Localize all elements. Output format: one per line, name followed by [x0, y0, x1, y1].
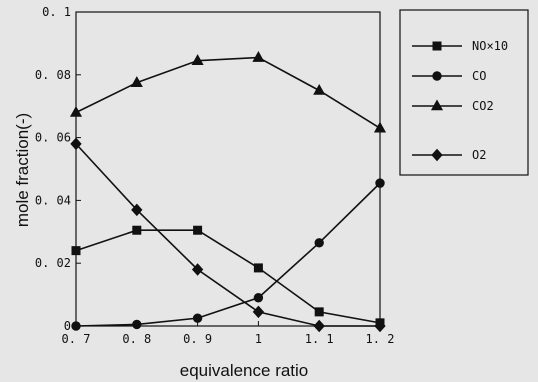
x-tick-label: 1. 2 [366, 332, 395, 346]
legend-item-o2: O2 [412, 148, 486, 162]
series-line-no-10 [75, 229, 381, 324]
data-point-no-10 [253, 263, 263, 273]
legend-item-co2: CO2 [412, 99, 494, 113]
data-point-o2 [252, 305, 265, 319]
legend-marker-co2 [430, 99, 444, 111]
x-axis-label: equivalence ratio [180, 361, 309, 380]
data-point-co2 [191, 54, 204, 65]
data-point-co [375, 178, 385, 188]
x-axis-ticks: 0. 7 0. 8 0. 9 1 1. 1 1. 2 [62, 321, 395, 346]
data-point-co [192, 313, 203, 323]
y-tick-label: 0. 02 [35, 256, 71, 270]
data-point-no-10 [193, 225, 203, 235]
data-point-o2 [70, 137, 82, 151]
data-point-co2 [130, 76, 143, 87]
legend: NO×10 CO CO2 O2 [399, 9, 529, 176]
y-tick-label: 0 [64, 319, 71, 333]
legend-label: CO [472, 69, 486, 83]
data-point-co2 [313, 83, 326, 95]
y-tick-label: 0. 06 [35, 131, 71, 145]
series-line-co [75, 182, 381, 327]
y-axis-label: mole fraction(-) [13, 113, 32, 227]
series-line-o2 [75, 143, 380, 327]
y-axis-ticks: 0 0. 02 0. 04 0. 06 0. 08 0. 1 [35, 5, 81, 333]
data-point-co2 [69, 105, 83, 117]
data-point-co2 [252, 51, 265, 62]
data-point-o2 [313, 319, 325, 333]
plot-area: 0. 7 0. 8 0. 9 1 1. 1 1. 2 0 0. 02 0. 04 0. 06 0.… [35, 5, 395, 346]
data-point-o2 [131, 203, 143, 217]
x-tick-label: 1. 1 [305, 332, 334, 346]
x-tick-label: 1 [255, 332, 262, 346]
data-point-co [132, 319, 142, 330]
legend-marker-no-10 [432, 41, 442, 51]
legend-item-no-10: NO×10 [412, 39, 508, 53]
legend-item-co: CO [412, 69, 486, 83]
x-tick-label: 0. 9 [183, 332, 212, 346]
data-point-o2 [191, 263, 204, 276]
data-point-no-10 [71, 246, 81, 256]
data-point-co2 [373, 121, 387, 133]
legend-box [399, 9, 529, 176]
data-point-co [314, 238, 324, 248]
legend-label: NO×10 [472, 39, 508, 53]
data-point-no-10 [314, 307, 324, 317]
data-point-o2 [374, 319, 386, 333]
y-tick-label: 0. 08 [35, 68, 71, 82]
x-tick-label: 0. 8 [122, 332, 151, 346]
series-lines [75, 56, 381, 327]
legend-label: CO2 [472, 99, 494, 113]
data-point-co [71, 321, 81, 331]
series-line-co2 [75, 56, 381, 129]
data-point-no-10 [132, 225, 142, 235]
data-point-co [253, 293, 264, 303]
legend-label: O2 [472, 148, 486, 162]
legend-marker-co [432, 71, 442, 81]
y-tick-label: 0. 1 [42, 5, 71, 19]
legend-marker-o2 [431, 148, 443, 162]
series-markers [69, 51, 387, 333]
y-tick-label: 0. 04 [35, 193, 71, 207]
x-tick-label: 0. 7 [62, 332, 91, 346]
plot-frame [75, 11, 381, 327]
